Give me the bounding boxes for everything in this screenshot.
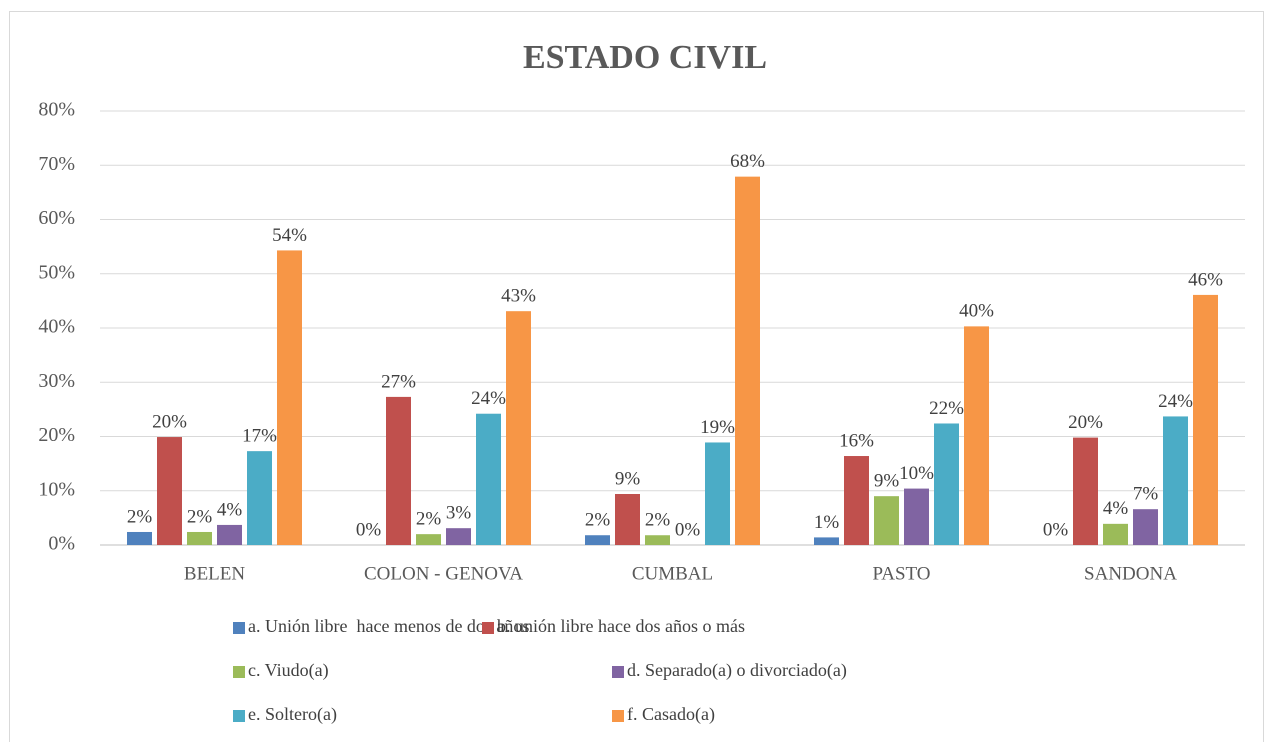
data-label: 9% <box>615 468 641 489</box>
data-label: 10% <box>899 463 934 484</box>
chart-frame <box>9 11 1264 742</box>
legend-label: d. Separado(a) o divorciado(a) <box>627 660 847 681</box>
y-tick-label: 20% <box>38 424 75 446</box>
y-tick-label: 60% <box>38 207 75 229</box>
bar <box>446 528 471 545</box>
data-label: 17% <box>242 426 277 447</box>
bar <box>416 534 441 545</box>
bar <box>585 535 610 545</box>
bar <box>217 524 242 545</box>
bar <box>157 437 182 545</box>
data-label: 4% <box>217 499 243 520</box>
y-tick-label: 50% <box>38 261 75 283</box>
y-tick-label: 30% <box>38 370 75 392</box>
legend-label: b. unión libre hace dos años o más <box>497 616 745 636</box>
legend-label: f. Casado(a) <box>627 704 715 725</box>
legend-label: e. Soltero(a) <box>248 704 337 725</box>
y-tick-label: 10% <box>38 478 75 500</box>
bar <box>904 488 929 545</box>
data-label: 2% <box>585 510 611 531</box>
data-label: 24% <box>1158 391 1193 412</box>
x-tick-label: PASTO <box>872 563 930 584</box>
bar <box>874 496 899 545</box>
legend-label: a. Unión libre hace menos de dos años <box>248 616 529 636</box>
data-label: 2% <box>187 506 213 527</box>
data-label: 43% <box>501 286 536 307</box>
data-label: 68% <box>730 151 765 172</box>
bar <box>705 442 730 545</box>
bar <box>934 423 959 545</box>
bar <box>476 413 501 545</box>
bar <box>645 535 670 545</box>
data-label: 0% <box>1043 519 1069 540</box>
y-tick-label: 70% <box>38 153 75 175</box>
legend-swatch <box>612 666 624 678</box>
x-tick-label: SANDONA <box>1084 563 1177 584</box>
data-label: 19% <box>700 417 735 438</box>
y-tick-label: 0% <box>48 533 75 555</box>
bar <box>1163 416 1188 545</box>
x-tick-label: CUMBAL <box>632 563 713 584</box>
bar <box>187 531 212 545</box>
bar <box>844 456 869 545</box>
data-label: 22% <box>929 398 964 419</box>
bar <box>1193 294 1218 545</box>
data-label: 7% <box>1133 484 1159 505</box>
legend-swatch <box>233 710 245 722</box>
data-label: 0% <box>356 519 382 540</box>
bar <box>814 537 839 545</box>
y-tick-label: 40% <box>38 316 75 338</box>
data-label: 20% <box>1068 412 1103 433</box>
data-label: 40% <box>959 301 994 322</box>
chart-title: ESTADO CIVIL <box>523 39 767 76</box>
legend-swatch <box>612 710 624 722</box>
data-label: 46% <box>1188 269 1223 290</box>
bar <box>1103 523 1128 545</box>
y-tick-label: 80% <box>38 99 75 121</box>
bar <box>1073 437 1098 545</box>
data-label: 54% <box>272 225 307 246</box>
data-label: 27% <box>381 371 416 392</box>
bar <box>277 250 302 546</box>
data-label: 2% <box>416 509 442 530</box>
data-label: 0% <box>675 519 701 540</box>
x-tick-label: COLON - GENOVA <box>364 563 523 584</box>
data-label: 3% <box>446 503 472 524</box>
data-label: 1% <box>814 512 840 533</box>
bar <box>1133 509 1158 545</box>
data-label: 20% <box>152 411 187 432</box>
bar <box>735 176 760 545</box>
data-label: 16% <box>839 430 874 451</box>
legend-swatch <box>233 666 245 678</box>
data-label: 24% <box>471 388 506 409</box>
x-tick-label: BELEN <box>184 563 245 584</box>
bar <box>127 531 152 545</box>
legend-label: c. Viudo(a) <box>248 660 329 681</box>
bar <box>964 326 989 545</box>
data-label: 9% <box>874 471 900 492</box>
data-label: 2% <box>645 510 671 531</box>
legend-swatch <box>233 622 245 634</box>
data-label: 4% <box>1103 498 1129 519</box>
bar <box>247 451 272 545</box>
bar <box>615 494 640 545</box>
bar <box>506 311 531 545</box>
bar <box>386 396 411 545</box>
data-label: 2% <box>127 506 153 527</box>
legend-swatch <box>482 622 494 634</box>
